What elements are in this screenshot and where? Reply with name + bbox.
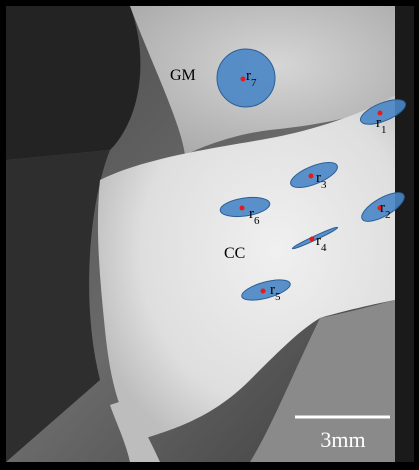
roi-label: r1 xyxy=(376,115,387,136)
roi-3: r3 xyxy=(290,161,338,191)
roi-label: r4 xyxy=(316,233,327,254)
roi-7: r7 xyxy=(216,48,276,108)
roi-label-index: 2 xyxy=(385,209,391,221)
roi-label-index: 1 xyxy=(381,124,387,136)
gm-label: GM xyxy=(170,67,196,84)
roi-label-index: 4 xyxy=(321,242,327,254)
roi-label-index: 6 xyxy=(254,215,260,227)
roi-ellipse xyxy=(359,99,407,125)
roi-5: r5 xyxy=(241,279,291,303)
gray-region-lower xyxy=(250,300,395,462)
dark-region xyxy=(6,6,141,160)
roi-center-dot xyxy=(309,236,315,242)
roi-label: r5 xyxy=(270,282,281,303)
roi-center-dot xyxy=(240,76,246,82)
roi-label: r6 xyxy=(249,206,260,227)
cc-label: CC xyxy=(224,245,245,262)
roi-label: r3 xyxy=(316,170,327,191)
roi-label: r2 xyxy=(380,200,391,221)
roi-label-index: 3 xyxy=(321,179,327,191)
roi-center-dot xyxy=(260,288,266,294)
dark-region xyxy=(395,6,414,462)
roi-center-dot xyxy=(308,173,314,179)
roi-center-dot xyxy=(377,110,383,116)
roi-ellipse xyxy=(291,226,339,250)
dark-region xyxy=(6,150,110,462)
roi-4: r4 xyxy=(291,226,339,254)
roi-ellipse xyxy=(290,161,338,189)
roi-label-index: 5 xyxy=(275,291,281,303)
roi-1: r1 xyxy=(359,99,407,136)
roi-label-index: 7 xyxy=(251,77,257,89)
tissue-strand xyxy=(110,400,160,462)
roi-ellipse xyxy=(216,48,276,108)
roi-ellipse xyxy=(219,196,271,218)
roi-2: r2 xyxy=(361,192,405,222)
roi-center-dot xyxy=(377,205,383,211)
scale-bar-label: 3mm xyxy=(320,427,365,452)
roi-6: r6 xyxy=(219,196,271,227)
roi-ellipse xyxy=(361,192,405,222)
roi-label: r7 xyxy=(246,68,257,89)
roi-ellipse xyxy=(241,279,291,301)
roi-center-dot xyxy=(239,205,245,211)
